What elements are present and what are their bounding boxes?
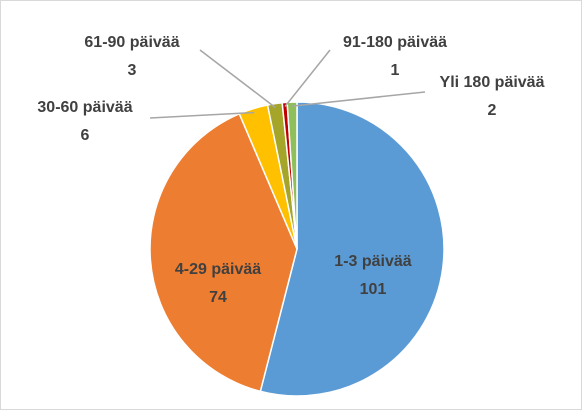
slice-value: 74: [209, 289, 227, 306]
slice-value: 2: [488, 102, 497, 119]
pie-slice: [149, 112, 298, 393]
leader-line: [292, 91, 426, 107]
slice-label: 4-29 päivää: [175, 261, 261, 278]
slice-label: 1-3 päivää: [334, 253, 411, 270]
slice-value: 3: [128, 62, 137, 79]
pie-slice: [286, 101, 298, 250]
slice-label: 30-60 päivää: [37, 99, 132, 116]
pie-slice: [259, 101, 445, 397]
slice-value: 6: [81, 127, 90, 144]
slice-label: Yli 180 päivää: [440, 74, 545, 91]
slice-label: 91-180 päivää: [343, 34, 447, 51]
leader-line: [199, 49, 276, 109]
slice-value: 101: [360, 281, 387, 298]
slice-label: 61-90 päivää: [84, 34, 179, 51]
leader-line: [149, 111, 255, 119]
slice-value: 1: [391, 62, 400, 79]
leader-line: [284, 49, 331, 107]
